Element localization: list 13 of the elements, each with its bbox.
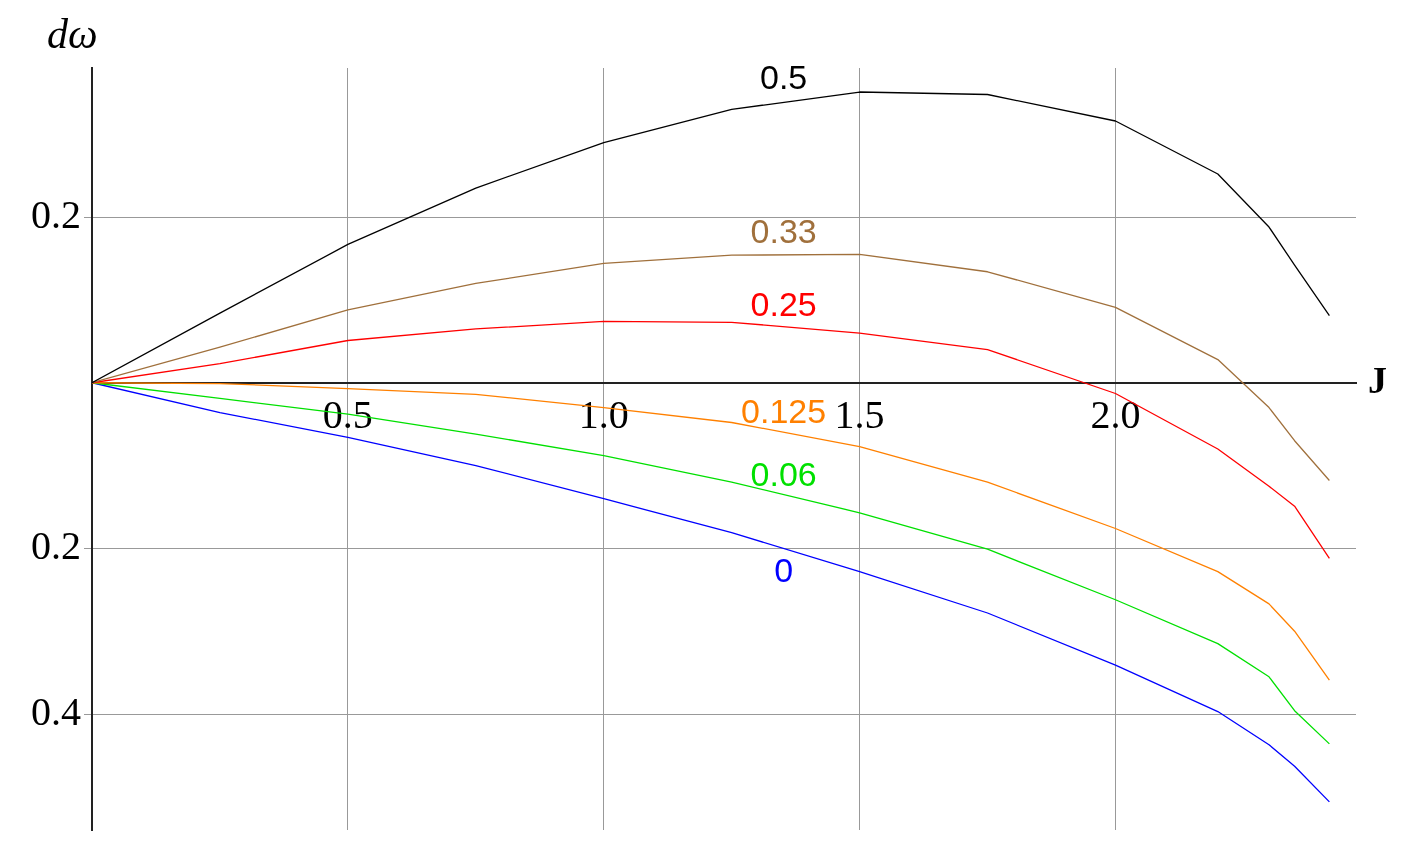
series-label: 0.125 <box>741 391 827 430</box>
x-tick-label: 2.0 <box>1090 392 1141 438</box>
series-label: 0.5 <box>760 58 808 97</box>
series-label: 0.06 <box>750 454 817 493</box>
y-axis-title: dω <box>47 11 98 58</box>
y-tick-label: 0.4 <box>31 688 81 734</box>
x-axis-title: J <box>1368 358 1387 401</box>
series-label: 0.25 <box>750 285 817 324</box>
series-label: 0 <box>774 551 794 590</box>
series-label: 0.33 <box>750 212 817 251</box>
x-tick-label: 1.5 <box>834 392 885 438</box>
y-tick-label: 0.2 <box>31 522 81 568</box>
y-tick-label: 0.2 <box>31 191 81 237</box>
